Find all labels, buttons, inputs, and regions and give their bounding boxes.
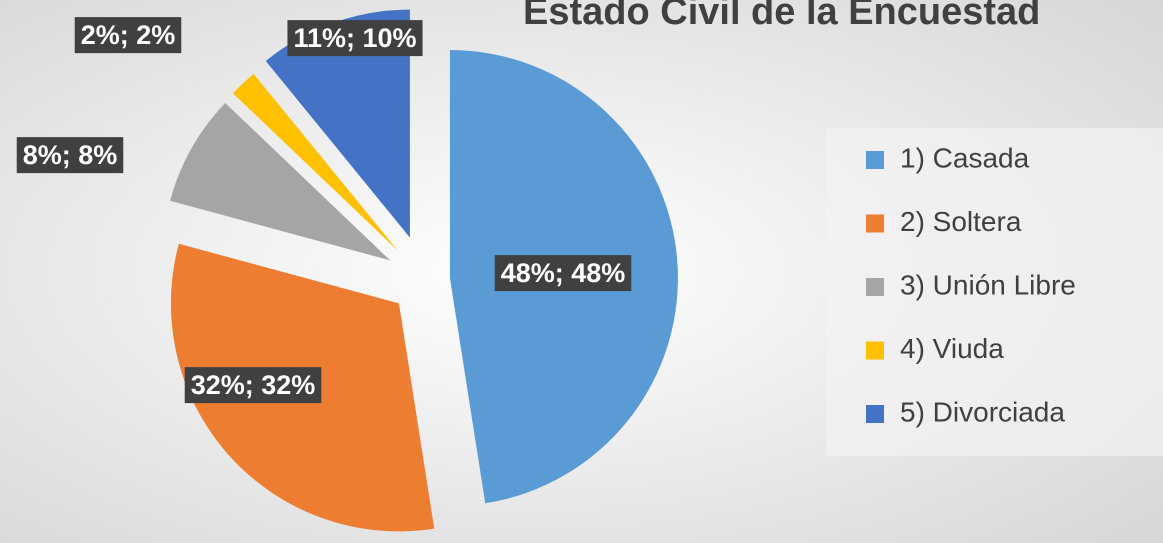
legend-label: 4) Viuda [900,333,1004,364]
data-label: 8%; 8% [16,137,124,174]
legend-label: 2) Soltera [900,206,1022,237]
data-label-box [74,17,182,54]
data-label: 32%; 32% [184,367,322,404]
data-label-box [184,367,322,404]
legend-swatch [866,151,884,169]
legend-label: 5) Divorciada [900,396,1065,427]
legend-label: 1) Casada [900,142,1030,173]
legend-swatch [866,214,884,233]
pie-slice [232,73,398,251]
data-label-text: 11%; 10% [293,23,416,53]
data-label-text: 8%; 8% [23,140,118,170]
data-label: 11%; 10% [287,20,423,57]
legend-swatch [866,341,884,360]
data-label-text: 48%; 48% [501,258,626,288]
data-label: 48%; 48% [494,255,632,292]
data-label-text: 32%; 32% [191,370,316,400]
legend-swatch [866,278,884,296]
pie-slice [170,102,391,261]
legend-label: 3) Unión Libre [900,269,1076,300]
data-label-box [494,255,632,292]
pie-slice [265,9,410,238]
chart-title: Estado Civil de la Encuestad [523,0,1040,33]
data-label: 2%; 2% [74,17,182,54]
legend-swatch [866,405,884,423]
data-label-text: 2%; 2% [81,20,176,50]
data-label-box [287,20,423,57]
data-label-box [16,137,124,174]
